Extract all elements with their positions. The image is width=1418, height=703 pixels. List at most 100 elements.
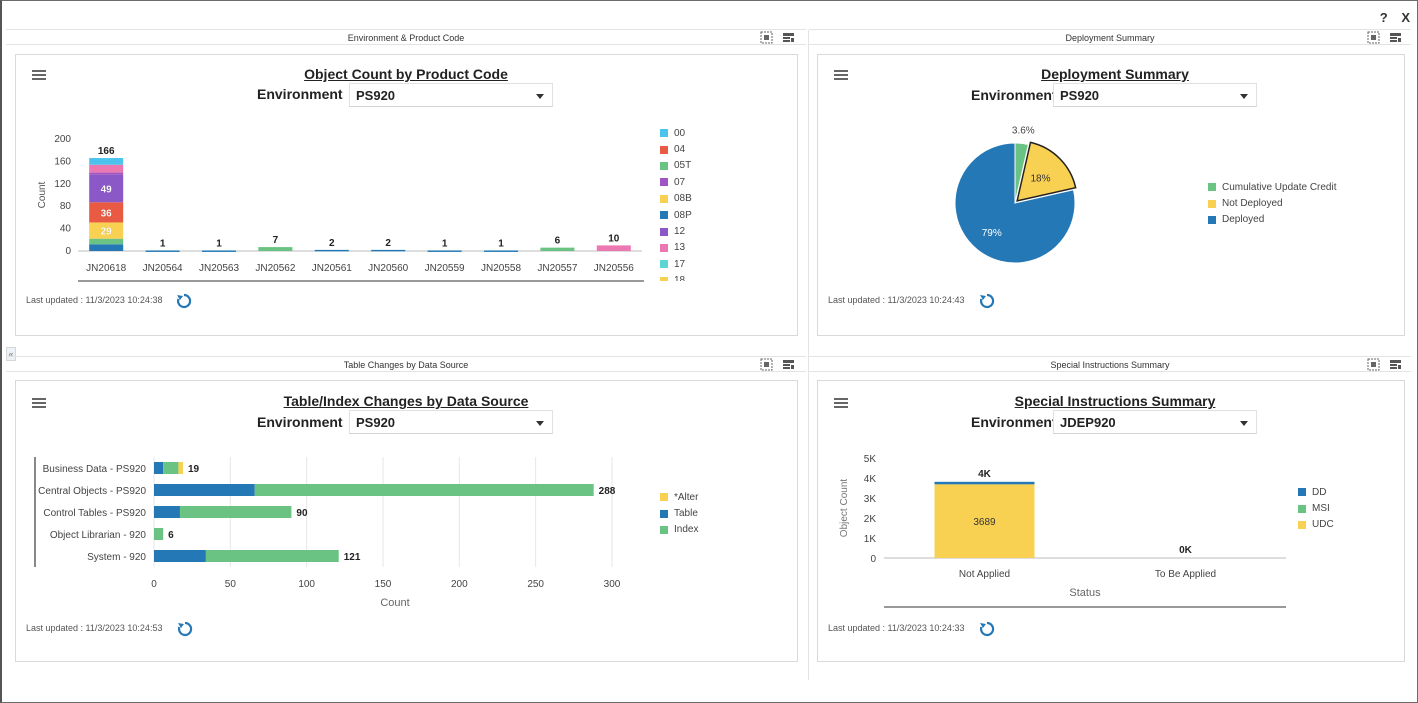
bar-segment-07: [89, 172, 124, 175]
last-updated-text: Last updated : 11/3/2023 10:24:53: [26, 623, 163, 633]
legend-swatch: [660, 243, 668, 252]
deployment-legend: Cumulative Update Credit Not Deployed Depl…: [1208, 179, 1337, 228]
x-tick-label: 50: [225, 579, 237, 590]
environment-label: Environment: [971, 87, 1057, 103]
table-changes-chart: 0 50 100 150 200 250 300 Count Business Data - P…: [34, 457, 621, 609]
hamburger-menu-icon[interactable]: [32, 70, 46, 81]
environment-select[interactable]: PS920: [1053, 83, 1257, 107]
x-tick-label: 100: [298, 579, 315, 590]
environment-select[interactable]: PS920: [349, 410, 553, 434]
maximize-icon[interactable]: [760, 31, 773, 44]
x-tick-label: 250: [527, 579, 544, 590]
maximize-icon[interactable]: [1367, 31, 1380, 44]
bar-total-label: 121: [344, 552, 361, 563]
chart-title: Table/Index Changes by Data Source: [283, 393, 529, 409]
panel-header-deployment-summary: Deployment Summary: [809, 29, 1411, 45]
bar-segment-05T: [89, 238, 124, 245]
environment-select-value: PS920: [356, 415, 396, 430]
legend-item[interactable]: 04: [660, 141, 720, 157]
y-axis-label: Count: [37, 181, 48, 208]
hamburger-menu-icon[interactable]: [834, 70, 848, 81]
pie-slice-label: 18%: [1030, 174, 1050, 185]
legend-item[interactable]: Table: [660, 505, 698, 521]
legend-item[interactable]: UDC: [1298, 517, 1334, 533]
panel-options-icon[interactable]: [1389, 358, 1402, 371]
legend-label: MSI: [1312, 503, 1330, 515]
bar-segment-Table: [154, 462, 164, 474]
maximize-icon[interactable]: [1367, 358, 1380, 371]
bar-total-label: 166: [98, 146, 115, 157]
legend-item[interactable]: 17: [660, 256, 720, 272]
last-updated-text: Last updated : 11/3/2023 10:24:38: [26, 295, 163, 305]
refresh-icon[interactable]: [979, 621, 995, 637]
legend-item[interactable]: 05T: [660, 158, 720, 174]
bar-segment-Index: [179, 506, 292, 518]
legend-swatch: [660, 276, 668, 281]
legend-item[interactable]: *Alter: [660, 489, 698, 505]
legend-swatch: [660, 509, 668, 518]
close-button[interactable]: X: [1401, 10, 1410, 25]
last-updated-text: Last updated : 11/3/2023 10:24:43: [828, 295, 965, 305]
bar-segment-Table: [154, 550, 206, 562]
legend-item[interactable]: 08P: [660, 207, 720, 223]
legend-item[interactable]: Deployed: [1208, 212, 1337, 228]
legend-item[interactable]: 07: [660, 174, 720, 190]
hamburger-menu-icon[interactable]: [834, 398, 848, 409]
legend-label: 18: [674, 275, 686, 281]
bar-segment-08B: [89, 222, 124, 239]
chevron-down-icon: [536, 94, 544, 99]
x-tick-label: JN20560: [368, 263, 408, 274]
panel-header-environment-product-code: Environment & Product Code: [6, 29, 806, 45]
legend-item[interactable]: 08B: [660, 191, 720, 207]
refresh-icon[interactable]: [177, 621, 193, 637]
legend-label: Index: [674, 524, 699, 536]
legend-swatch: [1298, 504, 1306, 513]
legend-swatch: [660, 194, 668, 203]
x-tick-label: JN20558: [481, 263, 521, 274]
legend-swatch: [1208, 199, 1216, 208]
bar-segment-08P: [202, 250, 236, 252]
environment-label: Environment: [971, 414, 1057, 430]
bar-segment-DD: [934, 481, 1035, 485]
bar-segment-05T: [258, 247, 293, 251]
legend-item[interactable]: MSI: [1298, 500, 1334, 516]
legend-item[interactable]: Not Deployed: [1208, 195, 1337, 211]
environment-select[interactable]: PS920: [349, 83, 553, 107]
pie-slice-label: 3.6%: [1012, 125, 1035, 136]
environment-label: Environment: [257, 86, 343, 102]
x-axis-label: Count: [380, 597, 409, 609]
panel-options-icon[interactable]: [782, 31, 795, 44]
collapse-panel-button[interactable]: «: [6, 347, 16, 361]
x-tick-label: JN20559: [425, 263, 465, 274]
bar-segment-Alter: [178, 462, 184, 474]
panel-options-icon[interactable]: [782, 358, 795, 371]
x-tick-label: Not Applied: [959, 569, 1010, 580]
refresh-icon[interactable]: [176, 293, 192, 309]
legend-item[interactable]: Cumulative Update Credit: [1208, 179, 1337, 195]
bar-total-label: 6: [168, 530, 174, 541]
legend-item[interactable]: Index: [660, 522, 698, 538]
legend-item[interactable]: 13: [660, 240, 720, 256]
environment-select-value: PS920: [1060, 88, 1100, 103]
last-updated-text: Last updated : 11/3/2023 10:24:33: [828, 623, 965, 633]
environment-select[interactable]: JDEP920: [1053, 410, 1257, 434]
legend-item[interactable]: DD: [1298, 484, 1334, 500]
special-instructions-card: Special Instructions Summary Environment…: [817, 380, 1405, 662]
legend-item[interactable]: 00: [660, 125, 720, 141]
x-tick-label: 200: [451, 579, 468, 590]
chevron-down-icon: [536, 421, 544, 426]
legend-item[interactable]: 12: [660, 223, 720, 239]
chevron-down-icon: [1240, 94, 1248, 99]
refresh-icon[interactable]: [979, 293, 995, 309]
bar-segment-13: [89, 164, 124, 173]
segment-value-label: 49: [101, 185, 113, 196]
help-button[interactable]: ?: [1379, 10, 1388, 25]
bar-segment-08P: [484, 250, 518, 252]
maximize-icon[interactable]: [760, 358, 773, 371]
hamburger-menu-icon[interactable]: [32, 398, 46, 409]
legend-item[interactable]: 18: [660, 273, 720, 281]
bar-segment-Index: [254, 484, 594, 496]
special-instructions-legend: DD MSI UDC: [1298, 484, 1334, 533]
legend-label: 08P: [674, 209, 692, 221]
panel-options-icon[interactable]: [1389, 31, 1402, 44]
